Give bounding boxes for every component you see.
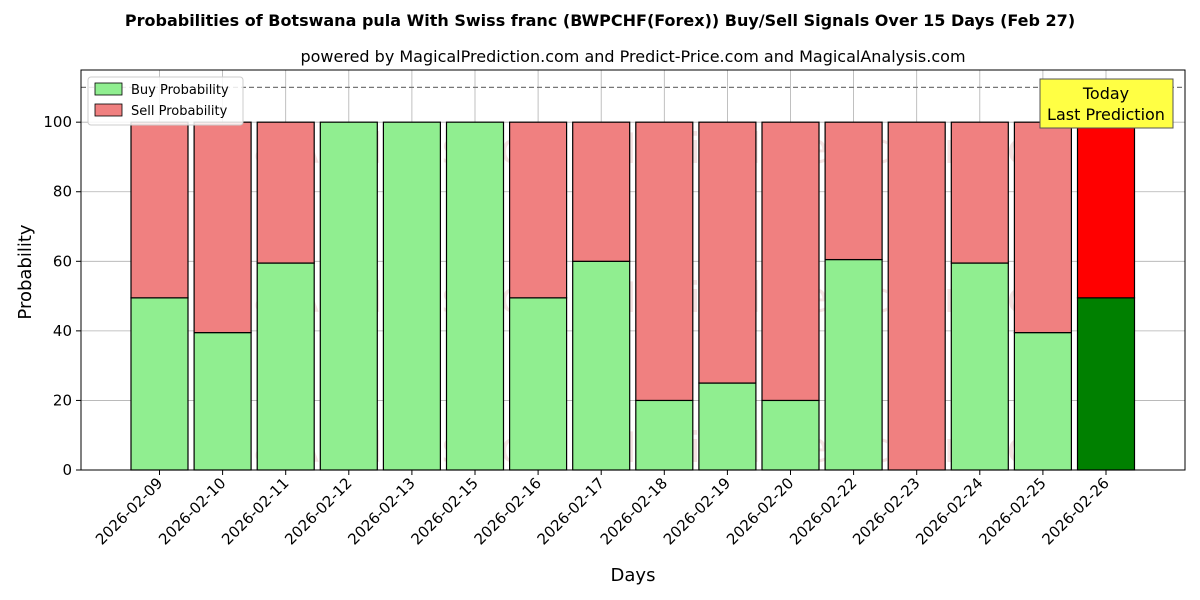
buy-bar <box>950 262 1009 471</box>
axes-frame <box>80 69 1186 471</box>
annotation-box <box>1039 78 1174 129</box>
sell-bar <box>130 121 189 299</box>
y-tick-label: 60 <box>53 252 72 270</box>
chart-title: Probabilities of Botswana pula With Swis… <box>125 11 1075 30</box>
x-tick-label: 2026-02-12 <box>281 474 355 548</box>
x-tick-label: 2026-02-22 <box>786 474 860 548</box>
sell-bar <box>193 121 252 334</box>
sell-bar <box>572 121 631 262</box>
buy-bar <box>256 262 315 471</box>
x-tick-label: 2026-02-25 <box>975 474 1049 548</box>
y-tick-label: 40 <box>53 322 72 340</box>
legend-swatch-sell <box>94 103 123 117</box>
x-tick-label: 2026-02-13 <box>344 474 418 548</box>
legend-box <box>87 76 244 126</box>
buy-bar <box>130 297 189 471</box>
x-tick-label: 2026-02-20 <box>723 474 797 548</box>
buy-bar <box>1013 332 1073 471</box>
legend-label-sell: Sell Probability <box>131 104 228 119</box>
sell-bar <box>698 121 757 384</box>
y-tick-label: 0 <box>62 461 72 479</box>
legend-label-buy: Buy Probability <box>131 83 229 98</box>
buy-bar <box>382 121 441 471</box>
y-tick-label: 100 <box>43 113 72 131</box>
x-tick-label: 2026-02-17 <box>534 474 608 548</box>
buy-bar <box>193 332 252 471</box>
legend-swatch-buy <box>94 82 123 96</box>
buy-bar <box>761 399 820 471</box>
x-tick-label: 2026-02-10 <box>155 474 229 548</box>
x-tick-label: 2026-02-18 <box>597 474 671 548</box>
x-tick-label: 2026-02-23 <box>849 474 923 548</box>
x-tick-label: 2026-02-24 <box>912 474 986 548</box>
sell-bar <box>1076 121 1136 299</box>
buy-bar <box>319 121 378 471</box>
buy-bar <box>824 258 883 471</box>
buy-bar <box>445 121 505 471</box>
today-annotation: Today Last Prediction <box>1039 78 1174 129</box>
y-tick-label: 20 <box>53 391 72 409</box>
buy-bar <box>572 260 631 471</box>
sell-bar <box>1013 121 1073 334</box>
bars-layer <box>81 86 1185 471</box>
x-tick-label: 2026-02-26 <box>1038 474 1112 548</box>
x-tick-label: 2026-02-11 <box>218 474 292 548</box>
sell-bar <box>887 121 946 471</box>
sell-bar <box>509 121 568 299</box>
y-tick-label: 80 <box>53 183 72 201</box>
y-tick-labels: 0 20 40 60 80 100 <box>43 113 81 479</box>
x-tick-label: 2026-02-16 <box>471 474 545 548</box>
buy-bar <box>635 399 694 471</box>
x-tick-label: 2026-02-19 <box>660 474 734 548</box>
x-tick-label: 2026-02-09 <box>92 474 166 548</box>
chart-subtitle: powered by MagicalPrediction.com and Pre… <box>300 47 965 66</box>
sell-bar <box>950 121 1009 264</box>
x-axis-label: Days <box>611 565 656 586</box>
x-tick-label: 2026-02-15 <box>407 474 481 548</box>
sell-bar <box>824 121 883 261</box>
annotation-line-last-prediction: Last Prediction <box>1047 105 1165 124</box>
buy-bar <box>509 297 568 471</box>
sell-bar <box>256 121 315 264</box>
annotation-line-today: Today <box>1082 84 1129 103</box>
y-axis-label: Probability <box>15 224 36 319</box>
sell-bar <box>635 121 694 402</box>
legend: Buy Probability Sell Probability <box>87 76 244 126</box>
x-tick-labels: 2026-02-092026-02-102026-02-112026-02-12… <box>92 470 1113 548</box>
buy-bar <box>1076 297 1136 471</box>
sell-bar <box>761 121 820 402</box>
buy-bar <box>698 382 757 471</box>
axes-layer <box>80 69 1186 471</box>
